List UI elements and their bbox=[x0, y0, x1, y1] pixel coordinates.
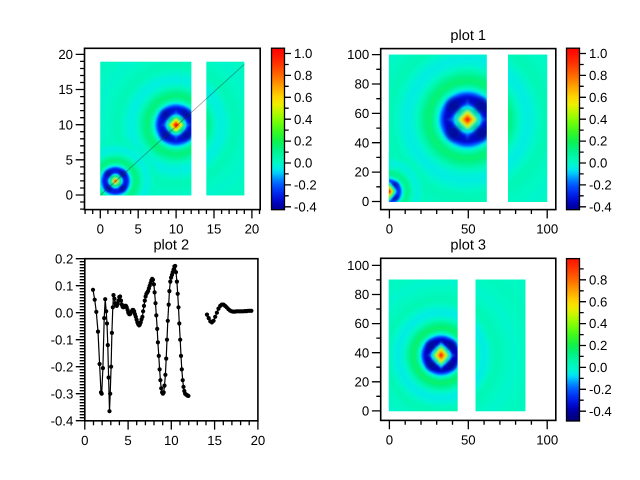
svg-text:40: 40 bbox=[355, 345, 370, 360]
svg-text:0.4: 0.4 bbox=[294, 112, 312, 127]
svg-text:20: 20 bbox=[355, 374, 370, 389]
svg-text:0.8: 0.8 bbox=[589, 272, 607, 287]
svg-text:5: 5 bbox=[66, 152, 73, 167]
svg-text:0: 0 bbox=[66, 188, 73, 203]
svg-text:0.0: 0.0 bbox=[589, 360, 607, 375]
svg-text:-0.2: -0.2 bbox=[589, 178, 612, 193]
svg-text:100: 100 bbox=[347, 258, 369, 273]
svg-text:0.6: 0.6 bbox=[589, 90, 607, 105]
svg-text:0.2: 0.2 bbox=[55, 251, 73, 266]
svg-text:15: 15 bbox=[207, 222, 222, 237]
svg-text:-0.2: -0.2 bbox=[294, 178, 317, 193]
svg-text:10: 10 bbox=[169, 222, 184, 237]
svg-text:1.0: 1.0 bbox=[589, 46, 607, 61]
svg-text:0: 0 bbox=[386, 222, 393, 237]
svg-text:-0.2: -0.2 bbox=[589, 382, 612, 397]
svg-text:0.6: 0.6 bbox=[589, 294, 607, 309]
svg-text:15: 15 bbox=[58, 82, 73, 97]
svg-text:1.0: 1.0 bbox=[294, 46, 312, 61]
svg-text:10: 10 bbox=[58, 117, 73, 132]
svg-text:20: 20 bbox=[58, 47, 73, 62]
svg-text:0.6: 0.6 bbox=[294, 90, 312, 105]
svg-text:0: 0 bbox=[81, 433, 88, 448]
svg-text:5: 5 bbox=[124, 433, 131, 448]
svg-text:100: 100 bbox=[536, 222, 558, 237]
svg-text:-0.4: -0.4 bbox=[589, 404, 612, 419]
svg-text:0.0: 0.0 bbox=[55, 305, 73, 320]
svg-text:0.0: 0.0 bbox=[589, 156, 607, 171]
svg-text:0.2: 0.2 bbox=[589, 338, 607, 353]
svg-text:15: 15 bbox=[207, 433, 222, 448]
svg-text:0.0: 0.0 bbox=[294, 156, 312, 171]
svg-text:-0.4: -0.4 bbox=[589, 199, 612, 214]
svg-text:80: 80 bbox=[355, 287, 370, 302]
svg-text:0.8: 0.8 bbox=[294, 68, 312, 83]
svg-text:0.4: 0.4 bbox=[589, 316, 607, 331]
svg-text:0.2: 0.2 bbox=[294, 134, 312, 149]
svg-text:plot 3: plot 3 bbox=[450, 238, 486, 254]
svg-text:10: 10 bbox=[164, 433, 179, 448]
svg-text:50: 50 bbox=[461, 222, 476, 237]
svg-text:0: 0 bbox=[362, 404, 369, 419]
svg-text:40: 40 bbox=[355, 135, 370, 150]
svg-text:20: 20 bbox=[245, 222, 260, 237]
svg-text:60: 60 bbox=[355, 106, 370, 121]
svg-text:0: 0 bbox=[386, 432, 393, 447]
svg-text:80: 80 bbox=[355, 77, 370, 92]
svg-text:100: 100 bbox=[347, 47, 369, 62]
svg-text:0.1: 0.1 bbox=[55, 278, 73, 293]
svg-text:0.8: 0.8 bbox=[589, 68, 607, 83]
svg-text:-0.2: -0.2 bbox=[51, 359, 74, 374]
svg-text:-0.1: -0.1 bbox=[51, 332, 74, 347]
svg-text:20: 20 bbox=[251, 433, 266, 448]
svg-text:0.4: 0.4 bbox=[589, 112, 607, 127]
svg-text:0: 0 bbox=[97, 222, 104, 237]
svg-text:20: 20 bbox=[355, 165, 370, 180]
svg-text:60: 60 bbox=[355, 316, 370, 331]
svg-text:100: 100 bbox=[536, 432, 558, 447]
svg-text:50: 50 bbox=[461, 432, 476, 447]
svg-text:plot 2: plot 2 bbox=[153, 238, 189, 254]
svg-text:plot 1: plot 1 bbox=[450, 28, 486, 44]
svg-text:-0.4: -0.4 bbox=[294, 199, 317, 214]
svg-text:-0.4: -0.4 bbox=[51, 413, 74, 428]
svg-text:0: 0 bbox=[362, 194, 369, 209]
svg-text:5: 5 bbox=[135, 222, 142, 237]
svg-text:0.2: 0.2 bbox=[589, 134, 607, 149]
svg-text:-0.3: -0.3 bbox=[51, 386, 74, 401]
